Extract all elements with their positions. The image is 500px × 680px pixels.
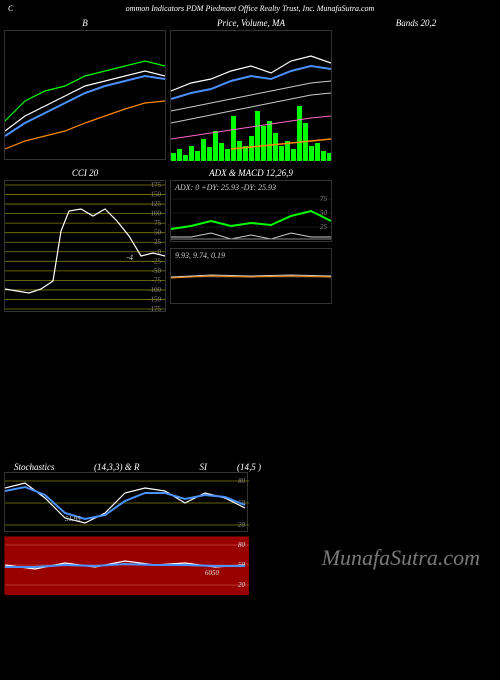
adx-readout: ADX: 0 +DY: 25.93 -DY: 25.93 bbox=[175, 183, 276, 192]
stoch-rsi-label: 51.95 bbox=[65, 515, 81, 523]
svg-text:150: 150 bbox=[151, 191, 162, 199]
svg-text:-150: -150 bbox=[148, 295, 161, 303]
panel-price-volume: Price, Volume, MA bbox=[170, 16, 332, 160]
chart-macd: 9.93, 9.74, 0.19 bbox=[170, 248, 332, 304]
panel-bands-right: Bands 20,2 bbox=[336, 16, 496, 160]
svg-text:175: 175 bbox=[151, 181, 162, 189]
svg-text:25: 25 bbox=[320, 223, 328, 231]
svg-text:75: 75 bbox=[154, 219, 162, 227]
panel-cci-title: CCI 20 bbox=[4, 166, 166, 180]
stoch-title-right: (14,5 ) bbox=[237, 462, 261, 472]
svg-text:80: 80 bbox=[238, 541, 246, 549]
panel-bollinger-title: B bbox=[4, 16, 166, 30]
panel-adx-macd: ADX & MACD 12,26,9 ADX: 0 +DY: 25.93 -DY… bbox=[170, 166, 332, 312]
stoch-title-mid2: SI bbox=[200, 462, 208, 472]
chart-adx: ADX: 0 +DY: 25.93 -DY: 25.93 755025 bbox=[170, 180, 332, 242]
stoch-title-left: Stochastics bbox=[4, 462, 64, 472]
svg-text:75: 75 bbox=[320, 195, 328, 203]
svg-text:6050: 6050 bbox=[205, 569, 220, 577]
svg-text:25: 25 bbox=[154, 238, 162, 246]
panel-bollinger: B bbox=[4, 16, 166, 160]
svg-text:100: 100 bbox=[151, 210, 162, 218]
svg-text:-25: -25 bbox=[152, 257, 162, 265]
panel-bands-title: Bands 20,2 bbox=[336, 16, 496, 30]
cci-last-value: -4 bbox=[126, 253, 133, 262]
svg-text:-100: -100 bbox=[148, 286, 161, 294]
chart-price-volume bbox=[170, 30, 332, 160]
svg-text:20: 20 bbox=[238, 581, 246, 589]
header-left: C bbox=[8, 4, 13, 13]
svg-text:80: 80 bbox=[238, 477, 246, 485]
stoch-title-mid: (14,3,3) & R bbox=[94, 462, 140, 472]
macd-readout: 9.93, 9.74, 0.19 bbox=[175, 251, 225, 260]
panel-adx-title: ADX & MACD 12,26,9 bbox=[170, 166, 332, 180]
page-header: C ommon Indicators PDM Piedmont Office R… bbox=[0, 0, 500, 16]
svg-text:50: 50 bbox=[154, 229, 162, 237]
svg-text:-50: -50 bbox=[152, 267, 162, 275]
panel-cci: CCI 20 1751501251007550250-25-50-75-100-… bbox=[4, 166, 166, 312]
header-title: ommon Indicators PDM Piedmont Office Rea… bbox=[126, 4, 375, 13]
svg-text:-175: -175 bbox=[148, 305, 161, 313]
chart-rsi-red: 8050206050 bbox=[4, 536, 248, 594]
chart-bands-empty bbox=[336, 30, 496, 160]
chart-bollinger bbox=[4, 30, 166, 160]
svg-text:125: 125 bbox=[151, 200, 162, 208]
svg-text:20: 20 bbox=[238, 521, 246, 529]
chart-cci: 1751501251007550250-25-50-75-100-150-175… bbox=[4, 180, 166, 312]
svg-text:-75: -75 bbox=[152, 276, 162, 284]
chart-stochastics: 805020 51.95 bbox=[4, 472, 248, 532]
panel-price-title: Price, Volume, MA bbox=[170, 16, 332, 30]
